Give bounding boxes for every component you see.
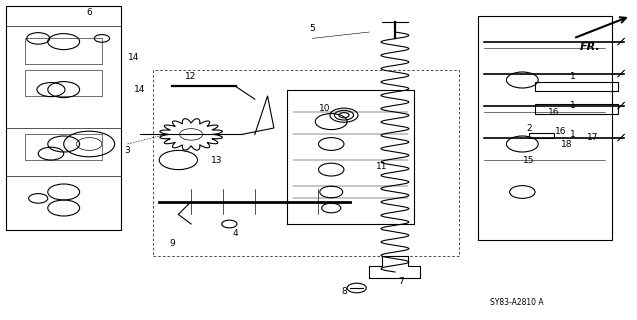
Text: 12: 12: [185, 72, 197, 81]
Text: 4: 4: [233, 229, 238, 238]
Text: FR.: FR.: [580, 42, 601, 52]
Text: 1: 1: [570, 101, 576, 110]
Text: 16: 16: [548, 108, 560, 116]
Bar: [535, 104, 618, 114]
Bar: [25, 70, 102, 96]
Text: 6: 6: [86, 8, 92, 17]
Bar: [25, 38, 102, 64]
Bar: [25, 134, 102, 160]
Text: 5: 5: [309, 24, 315, 33]
Text: 3: 3: [124, 146, 131, 155]
Text: 13: 13: [211, 156, 222, 164]
Text: SY83-A2810 A: SY83-A2810 A: [490, 298, 544, 307]
Text: 16: 16: [555, 127, 566, 136]
Text: 2: 2: [526, 124, 531, 132]
Bar: [535, 82, 618, 91]
Text: 7: 7: [398, 277, 404, 286]
Text: 14: 14: [128, 53, 140, 62]
Text: 1: 1: [570, 72, 576, 81]
Text: 8: 8: [341, 287, 347, 296]
Text: 11: 11: [376, 162, 388, 171]
Text: 1: 1: [570, 130, 576, 139]
Text: 10: 10: [319, 104, 331, 113]
Bar: [529, 133, 554, 138]
Text: 18: 18: [561, 140, 573, 148]
Text: 14: 14: [134, 85, 146, 94]
Text: 9: 9: [169, 239, 175, 248]
Text: 15: 15: [523, 156, 534, 164]
Text: 17: 17: [587, 133, 598, 142]
